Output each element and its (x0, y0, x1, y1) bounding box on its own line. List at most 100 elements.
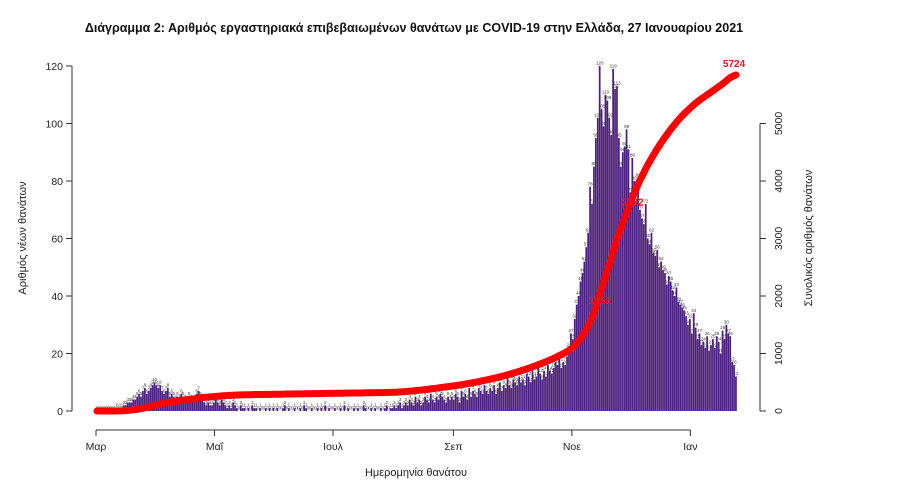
daily-bar (581, 273, 584, 411)
daily-bar (251, 405, 254, 411)
daily-bar (142, 390, 144, 412)
bar-value-label: 2 (407, 400, 410, 405)
daily-bar (704, 347, 707, 411)
left-axis-tick-label: 80 (51, 176, 63, 188)
bar-value-label: 1 (305, 403, 308, 408)
bar-value-label: 1 (265, 403, 268, 408)
daily-bar (510, 388, 513, 411)
bar-value-label: 16 (563, 360, 569, 365)
daily-bar (466, 399, 469, 411)
daily-bar (577, 296, 580, 411)
right-y-axis: 0 1000 2000 3000 4000 5000 (759, 112, 785, 414)
daily-bar (696, 339, 699, 412)
bar-value-label: 0 (330, 406, 333, 411)
cumulative-value-label: 1455 (589, 296, 612, 307)
daily-bar (383, 408, 386, 412)
bar-value-label: 0 (361, 406, 364, 411)
bar-value-label: 2 (420, 400, 423, 405)
daily-bar (132, 399, 135, 411)
daily-bar (374, 408, 377, 412)
bar-value-label: 11 (532, 374, 537, 379)
daily-bar (282, 408, 284, 412)
daily-bar (518, 376, 520, 411)
bar-value-label: 57 (584, 242, 590, 247)
daily-bar (404, 402, 407, 412)
bar-value-label: 42 (670, 285, 676, 290)
bar-value-label: 23 (709, 339, 715, 344)
bar-value-label: 0 (341, 406, 344, 411)
bar-value-label: 1 (268, 403, 271, 408)
bar-value-label: 5 (476, 391, 479, 396)
x-axis-tick-label: Μαΐ (206, 441, 224, 453)
bar-value-label: 5 (182, 391, 185, 396)
daily-bar (253, 408, 256, 412)
bar-value-label: 2 (251, 400, 254, 405)
bar-value-label: 27 (568, 328, 574, 333)
daily-bar (552, 367, 555, 412)
daily-bar (184, 399, 187, 411)
daily-bar (568, 347, 570, 411)
bar-value-label: 2 (211, 400, 214, 405)
bar-value-label: 22 (712, 342, 718, 347)
bar-value-label: 8 (497, 383, 500, 388)
daily-bar (259, 408, 261, 412)
bar-value-label: 2 (393, 400, 396, 405)
daily-bar (591, 204, 593, 411)
bar-value-label: 3 (222, 397, 225, 402)
bar-value-label: 0 (307, 406, 310, 411)
bar-value-label: 102 (594, 112, 602, 117)
daily-bar (458, 402, 461, 412)
bar-value-label: 1 (334, 403, 337, 408)
daily-bar (535, 376, 538, 411)
daily-bar (679, 304, 682, 412)
bar-value-label: 48 (580, 268, 586, 273)
bar-value-label: 0 (249, 406, 252, 411)
daily-bar (416, 402, 419, 412)
bar-value-label: 24 (701, 337, 707, 342)
bar-value-label: 1 (357, 403, 360, 408)
bar-value-label: 3 (433, 397, 436, 402)
bar-value-label: 5 (424, 391, 427, 396)
left-y-axis: 0 20 40 60 80 100 120 (45, 61, 73, 418)
bar-value-label: 2 (209, 400, 212, 405)
bar-value-label: 0 (286, 406, 289, 411)
bar-value-label: 1 (259, 403, 262, 408)
daily-bar (435, 396, 438, 412)
daily-bar (403, 405, 405, 411)
bar-value-label: 7 (472, 385, 475, 390)
bar-value-label: 52 (659, 256, 665, 261)
daily-bar (272, 408, 275, 412)
bar-value-label: 4 (134, 394, 137, 399)
bar-value-label: 4 (178, 394, 181, 399)
bar-value-label: 15 (559, 362, 565, 367)
bar-value-label: 99 (601, 121, 607, 126)
bar-value-label: 2 (124, 400, 127, 405)
daily-bar (347, 408, 350, 412)
daily-bar (648, 244, 651, 411)
bar-value-label: 0 (359, 406, 362, 411)
bar-value-label: 0 (313, 406, 316, 411)
bar-value-label: 6 (464, 388, 467, 393)
bar-value-label: 5 (470, 391, 473, 396)
daily-bar (213, 402, 215, 412)
bar-value-label: 6 (481, 388, 484, 393)
bar-value-label: 90 (620, 147, 626, 152)
daily-bar (276, 408, 279, 412)
daily-bar (610, 135, 613, 411)
bar-value-label: 2 (362, 400, 365, 405)
bar-value-label: 78 (588, 181, 594, 186)
bar-value-label: 21 (707, 345, 713, 350)
bar-value-label: 0 (290, 406, 293, 411)
bar-value-label: 4 (449, 394, 452, 399)
daily-bar (652, 252, 655, 412)
bar-value-label: 7 (480, 385, 483, 390)
bar-value-label: 0 (376, 406, 379, 411)
bar-value-label: 7 (485, 385, 488, 390)
daily-bar (708, 350, 710, 412)
bar-value-label: 120 (596, 61, 604, 66)
daily-bar (520, 382, 522, 411)
bar-value-label: 12 (734, 371, 740, 376)
bar-value-label: 1 (370, 403, 373, 408)
bar-value-label: 1 (316, 403, 319, 408)
daily-bar (566, 356, 568, 412)
